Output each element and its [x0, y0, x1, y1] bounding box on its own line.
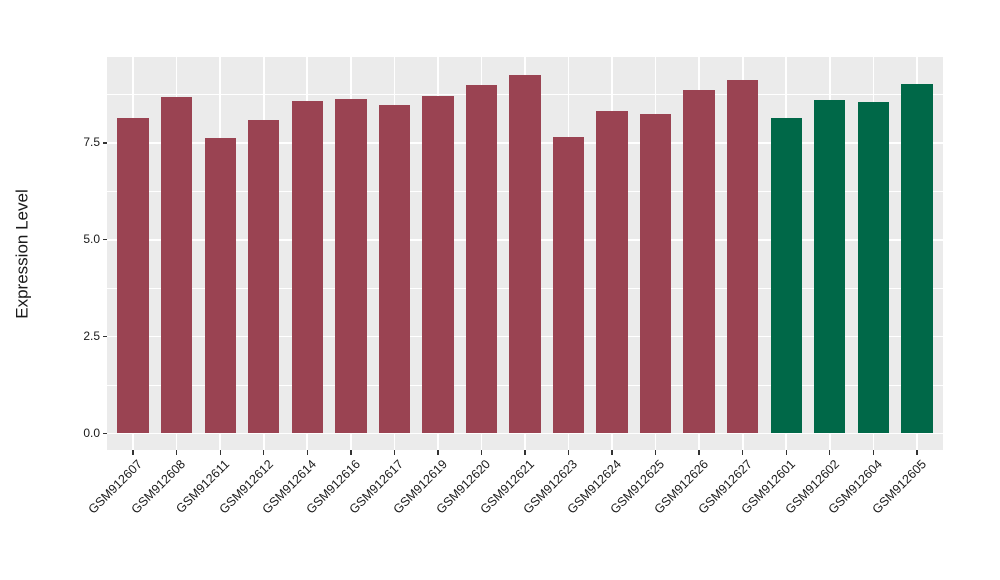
bar-GSM912605 [901, 84, 933, 434]
x-axis-tick [785, 450, 787, 455]
bar-GSM912608 [160, 97, 193, 434]
bar-GSM912624 [596, 111, 628, 434]
x-axis-tick [219, 450, 221, 455]
bar-GSM912611 [204, 138, 236, 434]
x-axis-tick [263, 450, 265, 455]
x-axis-tick [480, 450, 483, 455]
bar-GSM912621 [509, 75, 541, 434]
x-axis-tick [916, 450, 918, 455]
bar-GSM912604 [857, 101, 889, 434]
y-tick-label: 7.5 [83, 135, 100, 150]
bar-GSM912607 [117, 117, 149, 434]
bar-GSM912612 [248, 119, 280, 434]
bar-GSM912619 [422, 95, 454, 434]
y-axis-tick [102, 432, 107, 435]
y-axis-tick [102, 335, 107, 338]
x-axis-tick [393, 450, 396, 455]
x-axis-tick [829, 450, 831, 455]
bar-GSM912626 [683, 90, 715, 434]
x-axis-tick [654, 450, 657, 455]
bar-GSM912617 [378, 104, 411, 434]
bar-GSM912601 [770, 117, 802, 434]
bar-GSM912623 [552, 136, 585, 434]
y-axis-title: Expression Level [13, 188, 32, 319]
bar-GSM912614 [291, 100, 323, 434]
x-axis-tick [524, 450, 526, 455]
x-axis-tick [132, 450, 134, 455]
x-axis-tick [437, 450, 439, 455]
bar-GSM912620 [465, 84, 498, 434]
y-axis-title-wrap: Expression Level [0, 57, 46, 450]
x-axis-tick [742, 450, 744, 455]
y-axis-tick [102, 142, 107, 144]
bar-GSM912627 [727, 79, 759, 434]
x-axis-tick [698, 450, 700, 455]
plot-panel [107, 57, 943, 450]
bar-GSM912602 [814, 99, 846, 434]
x-axis-tick [175, 450, 178, 455]
bar-GSM912616 [335, 99, 367, 434]
x-axis-tick [872, 450, 875, 455]
x-axis-tick [306, 450, 308, 455]
x-axis-tick [611, 450, 613, 455]
x-axis-tick [567, 450, 570, 455]
gridline-horizontal-major [107, 432, 943, 435]
y-tick-label: 5.0 [83, 232, 100, 247]
bar-GSM912625 [639, 113, 672, 434]
y-axis-tick [102, 239, 107, 241]
x-axis-tick [350, 450, 352, 455]
y-tick-label: 0.0 [83, 425, 100, 440]
y-tick-label: 2.5 [83, 329, 100, 344]
